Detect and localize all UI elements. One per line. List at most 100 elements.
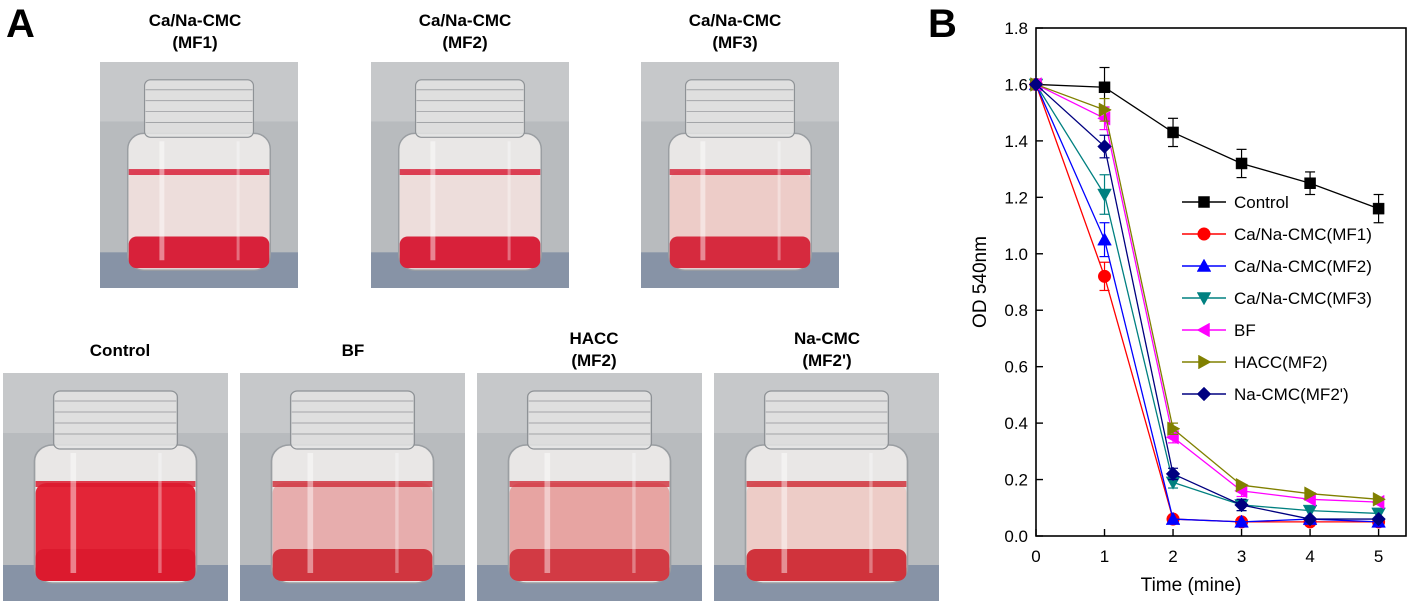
glass-highlight (70, 453, 77, 573)
data-point (1304, 486, 1318, 501)
jar-neck (143, 79, 255, 138)
jar-photo-hacc (477, 373, 702, 601)
photo-label-bf: BF (253, 340, 453, 362)
series-line (1035, 83, 1379, 500)
data-point (1165, 429, 1179, 445)
jar-photo-mf3 (641, 62, 839, 288)
photo-label-line2: (MF3) (712, 33, 758, 52)
y-tick-label: 1.6 (1004, 75, 1028, 94)
liquid-meniscus (272, 481, 433, 487)
jar-photo-mf2 (371, 62, 569, 288)
liquid-bottom-layer (399, 236, 541, 269)
legend-label: BF (1234, 321, 1256, 340)
data-point (1165, 511, 1181, 525)
data-point (1097, 139, 1112, 154)
data-point (1098, 81, 1111, 94)
liquid-bottom-layer (746, 549, 907, 581)
data-point (1302, 511, 1318, 527)
jar-photo-bf (240, 373, 465, 601)
y-tick-label: 1.4 (1004, 132, 1028, 151)
data-point (1097, 188, 1112, 202)
data-point (1371, 511, 1386, 527)
series-line (1035, 83, 1379, 503)
photo-label-line2: (MF2) (571, 351, 617, 370)
glass-highlight (158, 453, 162, 573)
glass-highlight (507, 141, 511, 261)
jar-photo-control (3, 373, 228, 601)
photo-label-line1: Ca/Na-CMC (148, 11, 242, 30)
y-tick-label: 0.8 (1004, 301, 1028, 320)
glass-highlight (544, 453, 551, 573)
data-point (1097, 232, 1112, 246)
photo-label-line2: (MF2) (442, 33, 488, 52)
jar-neck (526, 390, 653, 450)
jar-photo-nacmc (714, 373, 939, 601)
chart-legend: Control Ca/Na-CMC(MF1) Ca/Na-CMC(MF2) Ca/Na… (1182, 193, 1372, 404)
data-point (1234, 514, 1249, 528)
jar-image (100, 62, 298, 288)
jar-neck (763, 390, 890, 450)
legend-label: Ca/Na-CMC(MF3) (1234, 289, 1372, 308)
jar-image (641, 62, 839, 288)
legend-marker (1197, 227, 1211, 241)
data-point (1234, 497, 1249, 513)
data-point (1235, 477, 1249, 493)
jar-image (3, 373, 228, 601)
glass-highlight (236, 141, 240, 261)
glass-highlight (395, 453, 399, 573)
data-point (1302, 504, 1318, 518)
liquid-bottom-layer (509, 549, 670, 581)
legend-marker (1196, 258, 1212, 272)
legend-marker (1196, 292, 1212, 306)
y-tick-label: 1.2 (1004, 188, 1028, 207)
data-point (1235, 157, 1248, 170)
legend-label: Control (1234, 193, 1289, 212)
photo-label-mf1: Ca/Na-CMC (MF1) (100, 10, 290, 54)
liquid-meniscus (669, 169, 811, 175)
legend-label: Ca/Na-CMC(MF2) (1234, 257, 1372, 276)
jar-image (240, 373, 465, 601)
legend-label: Na-CMC(MF2') (1234, 385, 1349, 404)
data-point (1304, 177, 1316, 189)
jar-neck (414, 79, 526, 138)
liquid-bottom-layer (669, 236, 811, 269)
glass-highlight (869, 453, 873, 573)
x-tick-label: 0 (1031, 547, 1040, 566)
series-line (1035, 83, 1379, 210)
legend-label: HACC(MF2) (1234, 353, 1328, 372)
liquid-bottom-layer (128, 236, 270, 269)
photo-label-line1: Na-CMC (793, 329, 861, 348)
data-point (1098, 102, 1112, 118)
glass-highlight (430, 141, 436, 261)
liquid-bottom-layer (272, 549, 433, 581)
liquid-meniscus (746, 481, 907, 487)
series-6 (1028, 77, 1386, 527)
x-axis-label: Time (mine) (1141, 575, 1242, 596)
legend-marker (1198, 196, 1210, 208)
jar-image (714, 373, 939, 601)
x-tick-label: 1 (1100, 547, 1109, 566)
glass-highlight (159, 141, 165, 261)
data-point (1167, 421, 1181, 437)
panel-b-letter: B (928, 2, 957, 46)
glass-highlight (781, 453, 788, 573)
photo-label-mf2: Ca/Na-CMC (MF2) (370, 10, 560, 54)
y-tick-label: 1.8 (1004, 19, 1028, 38)
y-tick-label: 1.0 (1004, 245, 1028, 264)
panel-a-letter: A (6, 2, 35, 46)
plot-frame (1035, 27, 1407, 537)
liquid-bottom-layer (35, 549, 196, 581)
series-line (1035, 84, 1379, 515)
glass-highlight (777, 141, 781, 261)
photo-label-control: Control (20, 340, 220, 362)
data-point (1167, 126, 1179, 139)
photo-label-line2: (MF2') (802, 351, 852, 370)
jar-neck (684, 79, 796, 138)
photo-label-mf3: Ca/Na-CMC (MF3) (640, 10, 830, 54)
liquid-meniscus (509, 481, 670, 487)
photo-label-line1: BF (341, 341, 365, 360)
data-point (1028, 77, 1044, 92)
liquid-meniscus (128, 169, 270, 175)
series-line (1035, 83, 1379, 520)
y-tick-label: 0.2 (1004, 471, 1028, 490)
